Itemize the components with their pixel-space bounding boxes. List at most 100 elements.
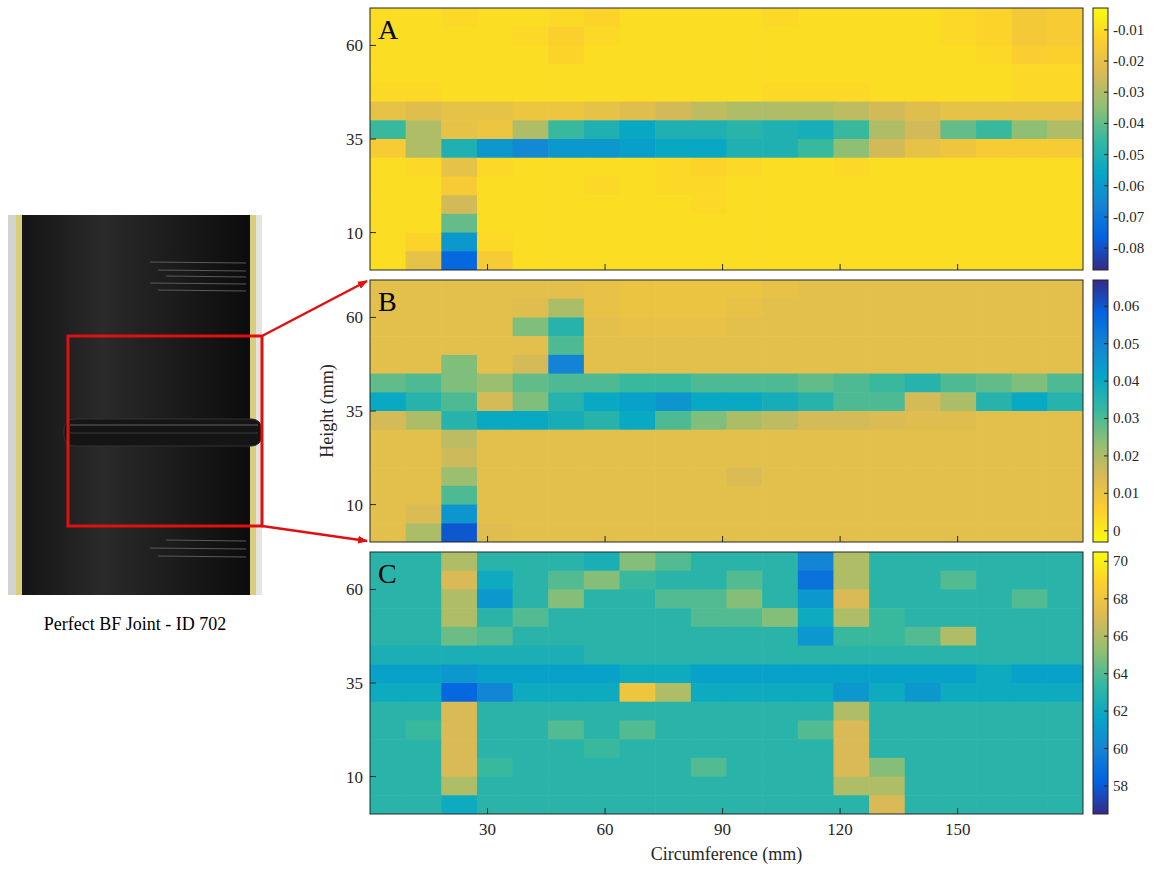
heat-cell	[620, 430, 656, 449]
heat-cell	[1047, 374, 1083, 393]
heat-cell	[905, 64, 941, 83]
panel-letter: B	[378, 286, 397, 317]
heat-cell	[655, 486, 691, 505]
heat-cell	[655, 430, 691, 449]
heat-cell	[548, 317, 584, 336]
heat-cell	[441, 45, 477, 64]
heat-cell	[548, 8, 584, 27]
heat-cell	[548, 627, 584, 646]
heat-cell	[1012, 233, 1048, 252]
heat-cell	[940, 571, 976, 590]
heat-cell	[620, 64, 656, 83]
heat-cell	[477, 355, 513, 374]
heat-cell	[620, 702, 656, 721]
heat-cell	[798, 374, 834, 393]
heat-cell	[406, 214, 442, 233]
heat-cell	[905, 392, 941, 411]
heat-cell	[548, 505, 584, 524]
heat-cell	[762, 374, 798, 393]
heat-cell	[548, 102, 584, 121]
heat-cell	[370, 374, 406, 393]
heat-cell	[548, 139, 584, 158]
heat-cell	[976, 739, 1012, 758]
heat-cell	[1012, 589, 1048, 608]
heat-cell	[940, 589, 976, 608]
plot-frame	[370, 552, 1083, 814]
heat-cell	[798, 45, 834, 64]
heat-cell	[548, 158, 584, 177]
heat-cell	[584, 45, 620, 64]
heat-cell	[976, 571, 1012, 590]
heat-cell	[727, 374, 763, 393]
heat-cell	[762, 64, 798, 83]
heat-cell	[406, 195, 442, 214]
heat-cell	[691, 777, 727, 796]
heat-cell	[620, 739, 656, 758]
heat-cell	[940, 505, 976, 524]
heat-cell	[620, 467, 656, 486]
heat-cell	[441, 195, 477, 214]
heat-cell	[869, 139, 905, 158]
figure: Perfect BF Joint - ID 702103560A-0.08-0.…	[0, 0, 1170, 892]
heat-cell	[441, 664, 477, 683]
heat-cell	[798, 608, 834, 627]
heat-cell	[406, 571, 442, 590]
heat-cell	[620, 589, 656, 608]
heat-cell	[620, 27, 656, 46]
heat-cell	[1047, 411, 1083, 430]
heat-cell	[762, 83, 798, 102]
heat-cell	[513, 664, 549, 683]
heat-cell	[441, 120, 477, 139]
heat-cell	[762, 608, 798, 627]
heat-cell	[798, 739, 834, 758]
heat-cell	[905, 646, 941, 665]
colorbar-tick-label: 0.03	[1113, 410, 1139, 426]
heat-cell	[441, 83, 477, 102]
heat-cell	[976, 448, 1012, 467]
heat-cell	[762, 758, 798, 777]
heat-cell	[370, 683, 406, 702]
heat-cell	[905, 251, 941, 270]
pipe-body	[22, 215, 250, 595]
colorbar-tick	[1104, 343, 1108, 344]
heat-cell	[727, 505, 763, 524]
heat-cell	[620, 486, 656, 505]
heat-cell	[620, 411, 656, 430]
heat-cell	[370, 355, 406, 374]
heat-cell	[1047, 627, 1083, 646]
heat-cell	[1047, 280, 1083, 299]
x-tick	[840, 808, 841, 814]
heat-cell	[833, 355, 869, 374]
heat-cell	[370, 45, 406, 64]
heat-cell	[940, 374, 976, 393]
heat-cell	[406, 467, 442, 486]
heat-cell	[477, 505, 513, 524]
heat-cell	[869, 83, 905, 102]
heat-cell	[370, 251, 406, 270]
heat-cell	[976, 158, 1012, 177]
x-tick	[605, 808, 606, 814]
heat-cell	[691, 214, 727, 233]
heat-cell	[620, 720, 656, 739]
heat-cell	[1012, 571, 1048, 590]
heat-cell	[620, 646, 656, 665]
y-tick-label: 60	[346, 308, 363, 327]
heat-cell	[940, 195, 976, 214]
heat-cell	[727, 317, 763, 336]
heat-cell	[584, 758, 620, 777]
heat-cell	[905, 355, 941, 374]
heat-cell	[1047, 571, 1083, 590]
heat-cell	[727, 176, 763, 195]
heat-cell	[513, 430, 549, 449]
heat-cell	[869, 411, 905, 430]
heat-cell	[548, 523, 584, 542]
colorbar	[1093, 280, 1108, 542]
heat-cell	[905, 317, 941, 336]
heat-cell	[1012, 195, 1048, 214]
heat-cell	[655, 317, 691, 336]
heat-cell	[513, 739, 549, 758]
heat-cell	[905, 158, 941, 177]
heat-cell	[513, 120, 549, 139]
heat-cell	[513, 336, 549, 355]
heat-cell	[477, 64, 513, 83]
